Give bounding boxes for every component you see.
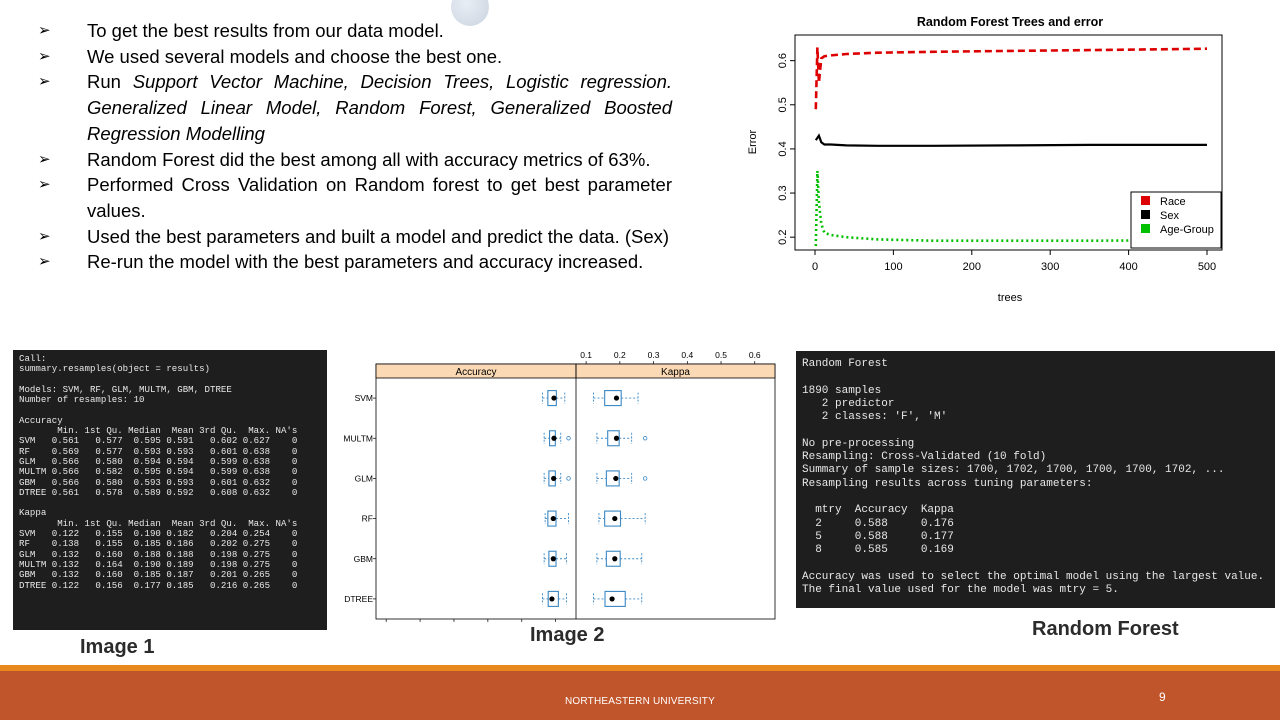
median-dot — [613, 435, 620, 441]
boxplot-frame — [375, 363, 776, 620]
box — [604, 510, 622, 527]
series-line-sex — [814, 133, 1207, 147]
random-forest-console: Random Forest 1890 samples 2 predictor 2… — [796, 351, 1275, 608]
box — [547, 510, 557, 527]
resamples-summary-console: Call: summary.resamples(object = results… — [13, 350, 327, 630]
bullet-item: ➢ Re-run the model with the best paramete… — [38, 249, 672, 275]
model-label: SVM — [355, 393, 373, 403]
model-label: RF — [362, 514, 373, 524]
median-dot — [609, 596, 615, 602]
bullet-item: ➢ To get the best results from our data m… — [38, 18, 672, 44]
y-tick-label: 0.5 — [777, 97, 789, 112]
chart-title: Random Forest Trees and error — [917, 15, 1103, 29]
box — [605, 470, 620, 487]
legend-label: Race — [1160, 196, 1186, 208]
model-label: MULTM — [343, 433, 373, 443]
bullet-text: Run — [87, 71, 133, 93]
x-axis-label: trees — [998, 292, 1023, 304]
median-dot — [551, 475, 557, 482]
box — [604, 390, 622, 407]
footer-bar — [0, 671, 1280, 720]
box — [547, 590, 559, 607]
box — [605, 550, 621, 567]
bullet-text: To get the best results from our data mo… — [87, 20, 444, 41]
legend-label: Age-Group — [1160, 224, 1214, 236]
y-tick-label: 0.2 — [777, 230, 789, 245]
series-line-race — [814, 47, 1208, 110]
legend-swatch — [1141, 210, 1150, 219]
x-tick-label: 100 — [884, 261, 902, 273]
outlier-point — [566, 476, 571, 481]
model-comparison-boxplot: AccuracyKappa0.10.10.20.20.30.30.40.40.5… — [343, 350, 776, 622]
model-label: GBM — [354, 554, 373, 564]
median-dot — [612, 515, 618, 522]
x-tick-label: 0.5 — [715, 350, 727, 360]
arrow-bullet-icon: ➢ — [38, 47, 51, 65]
legend-label: Sex — [1160, 210, 1179, 222]
bullet-item: ➢ Used the best parameters and built a mo… — [38, 224, 672, 250]
legend-swatch — [1141, 224, 1150, 233]
box — [607, 430, 620, 447]
x-tick-label: 300 — [1041, 261, 1059, 273]
model-label: DTREE — [344, 594, 373, 604]
page-number: 9 — [1159, 690, 1166, 704]
x-tick-label: 0.1 — [580, 350, 592, 360]
x-tick-label: 400 — [1119, 261, 1137, 273]
bullet-item: ➢ Random Forest did the best among all wi… — [38, 147, 672, 173]
series-line-age-group — [814, 170, 1207, 247]
bullet-text: Performed Cross Validation on Random for… — [87, 174, 672, 221]
chart-plot-frame — [794, 34, 1223, 251]
median-dot — [550, 515, 556, 522]
arrow-bullet-icon: ➢ — [38, 227, 51, 245]
bullet-text: Used the best parameters and built a mod… — [87, 225, 670, 247]
x-tick-label: 0.3 — [648, 350, 660, 360]
bullet-list: ➢ To get the best results from our data m… — [38, 18, 672, 275]
outlier-point — [642, 436, 648, 441]
x-tick-label: 200 — [963, 261, 981, 273]
footer-university: NORTHEASTERN UNIVERSITY — [565, 696, 715, 707]
panel-strip-label: Kappa — [661, 367, 690, 378]
arrow-bullet-icon: ➢ — [38, 73, 51, 91]
outlier-point — [642, 476, 648, 481]
bullet-text: Re-run the model with the best parameter… — [87, 251, 644, 273]
bullet-item: ➢ Performed Cross Validation on Random fo… — [38, 172, 672, 223]
caption-random-forest: Random Forest — [1032, 618, 1179, 640]
legend-swatch — [1141, 196, 1150, 205]
median-dot — [613, 395, 620, 401]
arrow-bullet-icon: ➢ — [38, 150, 51, 168]
median-dot — [550, 556, 556, 562]
box — [604, 590, 626, 607]
panel-strip-label: Accuracy — [455, 367, 496, 378]
median-dot — [549, 596, 555, 602]
y-axis-label: Error — [747, 129, 759, 154]
arrow-bullet-icon: ➢ — [38, 176, 51, 194]
median-dot — [613, 475, 619, 482]
arrow-bullet-icon: ➢ — [38, 253, 51, 271]
y-tick-label: 0.3 — [777, 185, 789, 200]
box — [548, 550, 557, 567]
median-dot — [551, 395, 557, 401]
x-tick-label: 500 — [1198, 261, 1216, 273]
random-forest-error-chart: Random Forest Trees and error 0 100 200 300… — [747, 15, 1223, 304]
model-label: GLM — [355, 473, 373, 483]
caption-image-2: Image 2 — [530, 624, 605, 646]
y-tick-label: 0.6 — [777, 53, 789, 68]
x-tick-label: 0.2 — [614, 350, 626, 360]
footer-accent-line — [0, 665, 1280, 671]
caption-image-1: Image 1 — [80, 636, 155, 658]
median-dot — [551, 435, 557, 441]
bullet-item: ➢ Run Support Vector Machine, Decision Tr… — [38, 69, 672, 146]
x-tick-label: 0.4 — [681, 350, 693, 360]
outlier-point — [566, 436, 571, 441]
x-tick-label: 0 — [812, 261, 818, 273]
bullet-text: We used several models and choose the be… — [87, 45, 503, 67]
arrow-bullet-icon: ➢ — [38, 22, 51, 39]
bullet-item: ➢ We used several models and choose the b… — [38, 44, 672, 70]
bullet-text: Support Vector Machine, Decision Trees, … — [87, 71, 673, 144]
y-tick-label: 0.4 — [777, 141, 789, 156]
x-tick-label: 0.6 — [749, 350, 761, 360]
median-dot — [612, 556, 618, 562]
bullet-text: Random Forest did the best among all wit… — [87, 148, 651, 170]
